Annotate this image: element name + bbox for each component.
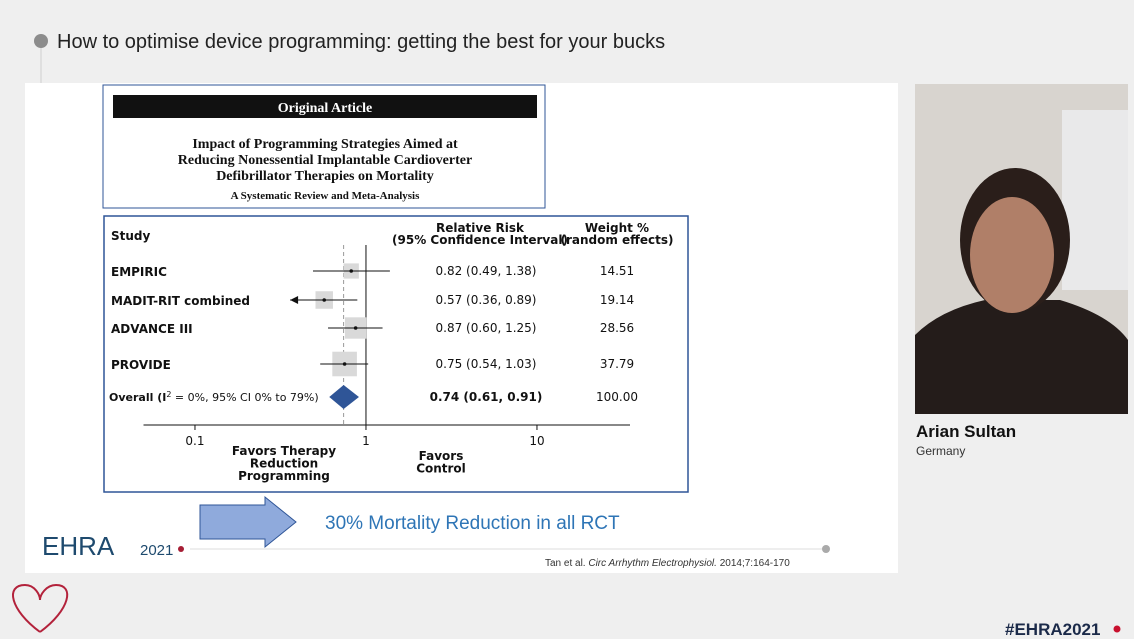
favors-left: Reduction	[250, 457, 318, 471]
point	[349, 269, 354, 273]
rule-dot	[822, 545, 830, 553]
study-label: PROVIDE	[111, 358, 171, 372]
logo-year: 2021	[140, 542, 173, 559]
rr-label: 0.57 (0.36, 0.89)	[436, 293, 537, 307]
forest-box	[103, 215, 689, 493]
point	[322, 298, 327, 302]
citation-part: Tan et al.	[545, 558, 588, 569]
study-label: ADVANCE III	[111, 322, 193, 336]
overall-rr: 0.74 (0.61, 0.91)	[430, 390, 543, 404]
weight-label: 28.56	[600, 321, 634, 335]
video-face	[970, 197, 1054, 313]
caption: 30% Mortality Reduction in all RCT	[325, 513, 620, 534]
overall-diamond	[329, 385, 359, 409]
favors-left: Programming	[238, 469, 330, 483]
weight-label: 37.79	[600, 357, 634, 371]
hashtag: #EHRA2021	[1005, 620, 1100, 639]
study-label: MADIT-RIT combined	[111, 294, 250, 308]
column-header: Relative Risk	[436, 221, 525, 235]
speaker-country: Germany	[916, 444, 965, 458]
citation-part: Circ Arrhythm Electrophysiol.	[588, 558, 717, 569]
video-body	[915, 300, 1128, 414]
x-tick-label: 10	[529, 434, 544, 448]
logo-dot	[178, 546, 184, 552]
logo: EHRA	[42, 531, 115, 561]
bullet	[34, 34, 48, 48]
article-title: Defibrillator Therapies on Mortality	[216, 169, 434, 184]
column-header: Weight %	[585, 221, 649, 235]
heart-logo	[12, 583, 69, 633]
rr-label: 0.75 (0.54, 1.03)	[436, 357, 537, 371]
article-title: Reducing Nonessential Implantable Cardio…	[178, 153, 472, 168]
video-wall	[1062, 110, 1128, 290]
header-title: How to optimise device programming: gett…	[57, 31, 665, 53]
study-label: EMPIRIC	[111, 265, 167, 279]
weight-label: 19.14	[600, 293, 634, 307]
x-tick-label: 0.1	[185, 434, 204, 448]
article-label: Original Article	[278, 101, 372, 116]
column-header: (95% Confidence Interval)	[392, 233, 568, 247]
hashtag-dot	[1113, 625, 1121, 633]
overall-label-part: Overall (I	[109, 391, 166, 404]
rr-label: 0.87 (0.60, 1.25)	[436, 321, 537, 335]
favors-right: Favors	[419, 449, 464, 463]
favors-left: Favors Therapy	[232, 444, 336, 458]
x-tick-label: 1	[362, 434, 370, 448]
column-header: Study	[111, 229, 151, 243]
arrow	[199, 495, 297, 549]
article-bar	[113, 95, 537, 118]
rr-label: 0.82 (0.49, 1.38)	[436, 264, 537, 278]
article-subtitle: A Systematic Review and Meta-Analysis	[231, 190, 421, 202]
favors-right: Control	[416, 462, 466, 476]
overall-label: Overall (I2 = 0%, 95% CI 0% to 79%)	[109, 390, 319, 405]
speaker-name: Arian Sultan	[916, 422, 1016, 441]
weight-label: 14.51	[600, 264, 634, 278]
citation-part: 2014;7:164-170	[717, 558, 790, 569]
overall-label-part: = 0%, 95% CI 0% to 79%)	[171, 391, 318, 404]
overall-label-part: 2	[166, 390, 171, 399]
overall-weight: 100.00	[596, 390, 638, 404]
point	[353, 326, 358, 330]
column-header: (random effects)	[560, 233, 673, 247]
ci-arrow	[290, 296, 299, 304]
article-title: Impact of Programming Strategies Aimed a…	[192, 137, 458, 152]
point	[342, 362, 347, 366]
citation: Tan et al. Circ Arrhythm Electrophysiol.…	[545, 558, 790, 569]
